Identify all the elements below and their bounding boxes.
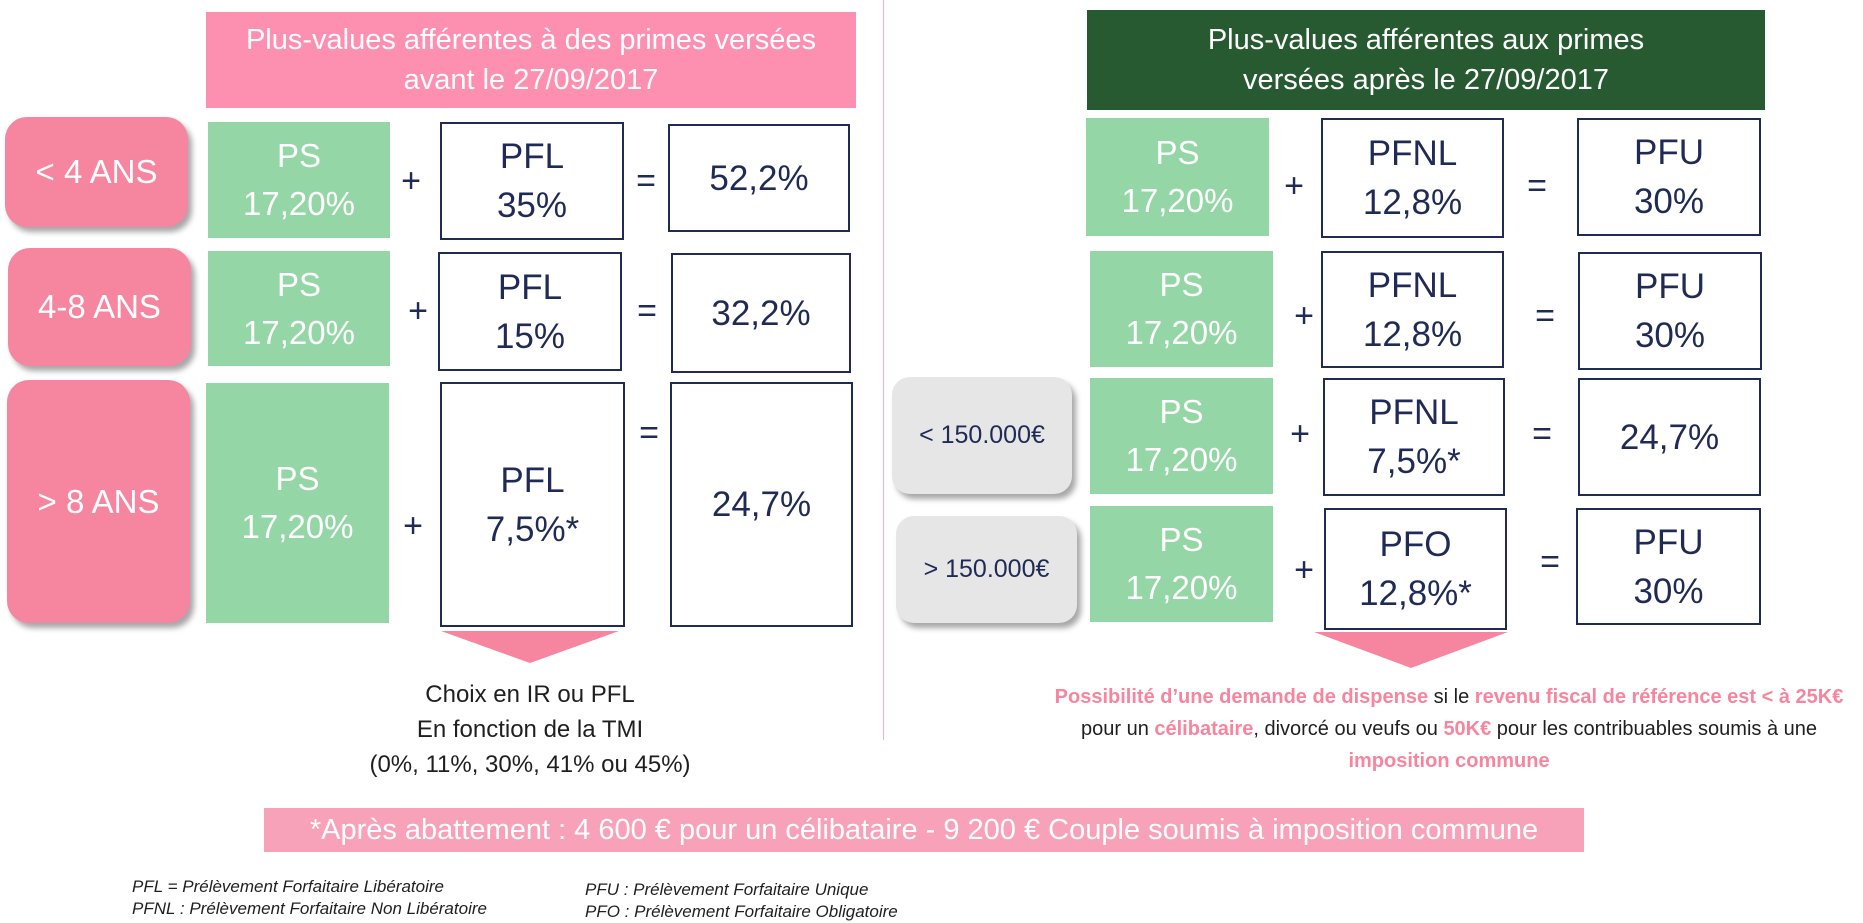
legend-pfnl: PFNL : Prélèvement Forfaitaire Non Libér… (132, 899, 487, 918)
plus-sign: + (403, 506, 423, 545)
income-badge-under-150k: < 150.000€ (892, 377, 1072, 494)
left-header: Plus-values afférentes à des primes vers… (206, 12, 856, 108)
plus-sign: + (1290, 414, 1310, 453)
legend-pfl: PFL = Prélèvement Forfaitaire Libératoir… (132, 877, 444, 896)
age-badge-4-8: 4-8 ANS (8, 248, 191, 366)
legend-pfo: PFO : Prélèvement Forfaitaire Obligatoir… (585, 902, 898, 921)
pfl-box: PFL 15% (438, 252, 622, 371)
pfl-box: PFL 35% (440, 122, 624, 240)
right-down-arrow (1314, 632, 1508, 668)
pfnl-box: PFNL 12,8% (1321, 251, 1504, 368)
left-down-arrow (441, 631, 619, 663)
ps-cell: PS 17,20% (1090, 506, 1273, 622)
right-header: Plus-values afférentes aux primes versée… (1087, 10, 1765, 110)
right-header-text: Plus-values afférentes aux primes versée… (1207, 24, 1645, 96)
pfnl-box: PFNL 7,5%* (1323, 378, 1505, 496)
plus-sign: + (401, 161, 421, 200)
plus-sign: + (1284, 166, 1304, 205)
pfu-box: PFU 30% (1577, 118, 1761, 236)
left-header-text: Plus-values afférentes à des primes vers… (245, 24, 817, 96)
pfnl-box: PFNL 12,8% (1321, 118, 1504, 238)
equals-sign: = (1540, 542, 1560, 581)
equals-sign: = (637, 291, 657, 330)
equals-sign: = (1535, 296, 1555, 335)
result-box: 52,2% (668, 124, 850, 232)
income-badge-over-150k: > 150.000€ (896, 516, 1077, 623)
legend-pfu: PFU : Prélèvement Forfaitaire Unique (585, 880, 869, 899)
ps-cell: PS 17,20% (208, 122, 390, 238)
plus-sign: + (1294, 296, 1314, 335)
equals-sign: = (639, 413, 659, 452)
right-note: Possibilité d’une demande de dispense si… (1054, 686, 1844, 772)
plus-sign: + (408, 291, 428, 330)
legend-left: PFL = Prélèvement Forfaitaire Libératoir… (132, 876, 487, 920)
footer-note-bar: *Après abattement : 4 600 € pour un céli… (264, 808, 1584, 852)
ps-cell: PS 17,20% (208, 251, 390, 366)
pfu-box: PFU 30% (1578, 252, 1762, 370)
age-badge-under-4: < 4 ANS (5, 117, 188, 227)
center-divider (883, 0, 884, 740)
result-box: 24,7% (670, 382, 853, 627)
result-box: 32,2% (671, 253, 851, 373)
pfo-box: PFO 12,8%* (1324, 508, 1507, 630)
ps-cell: PS 17,20% (1090, 378, 1273, 494)
ps-cell: PS 17,20% (1086, 118, 1269, 236)
age-badge-over-8: > 8 ANS (7, 380, 190, 623)
equals-sign: = (1532, 414, 1552, 453)
equals-sign: = (1527, 166, 1547, 205)
ps-cell: PS 17,20% (1090, 251, 1273, 367)
pfu-box: PFU 30% (1576, 508, 1761, 625)
legend-right: PFU : Prélèvement Forfaitaire Unique PFO… (585, 879, 898, 923)
equals-sign: = (636, 161, 656, 200)
left-note: Choix en IR ou PFL En fonction de la TMI… (369, 681, 691, 778)
plus-sign: + (1294, 550, 1314, 589)
ps-cell: PS 17,20% (206, 383, 389, 623)
pfl-box: PFL 7,5%* (440, 382, 625, 627)
result-box: 24,7% (1578, 378, 1761, 496)
